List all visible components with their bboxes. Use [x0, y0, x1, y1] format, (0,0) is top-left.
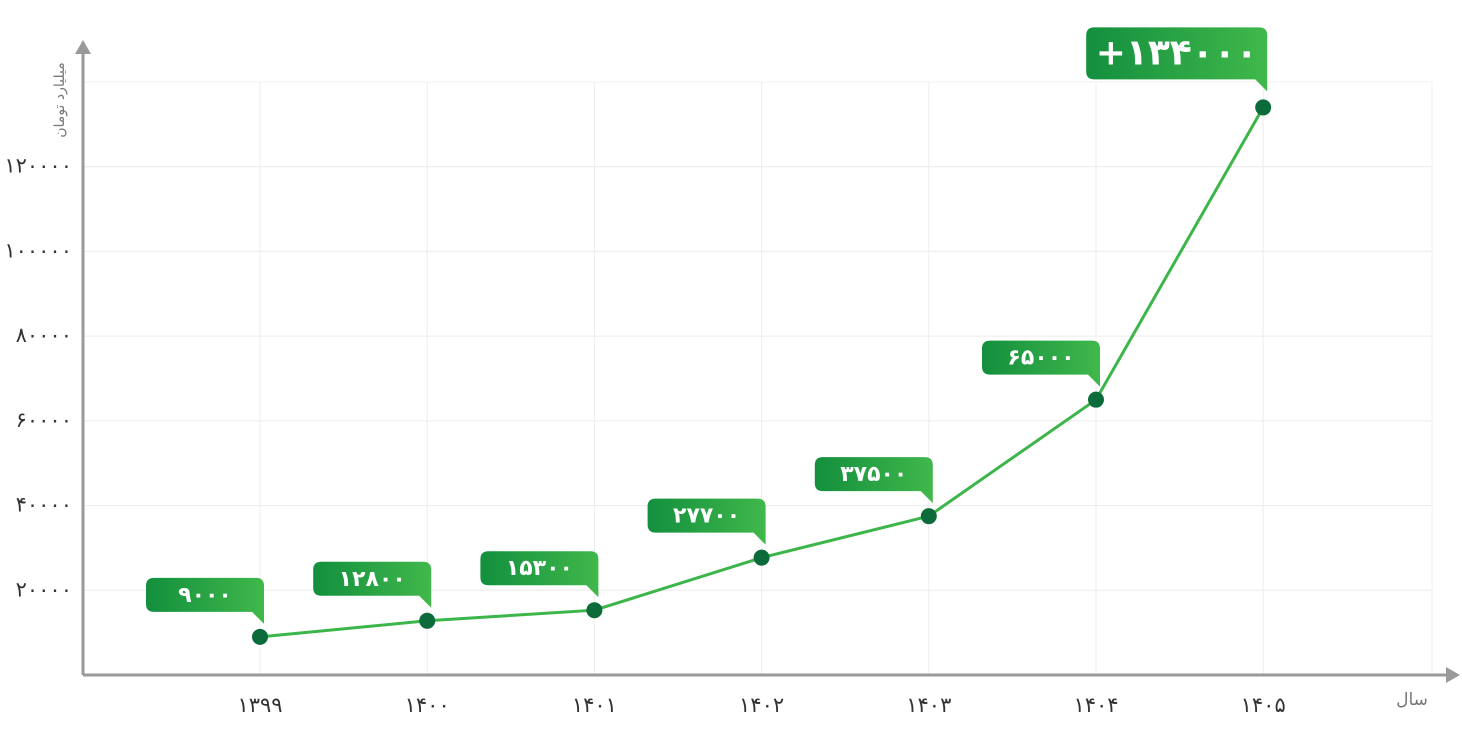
data-label: ۳۷۵۰۰	[840, 462, 907, 487]
callout	[480, 551, 599, 598]
y-tick-label: ۸۰۰۰۰	[16, 323, 72, 347]
data-label: ۱۲۸۰۰	[339, 567, 406, 592]
data-label: ۱۵۳۰۰	[506, 556, 573, 581]
data-label: ۹۰۰۰	[178, 583, 232, 608]
x-tick-label: ۱۴۰۵	[1241, 693, 1286, 717]
data-label: ۶۵۰۰۰	[1007, 346, 1074, 371]
callout	[982, 340, 1100, 387]
y-tick-label: ۱۰۰۰۰۰	[4, 238, 72, 262]
y-tick-label: ۱۲۰۰۰۰	[4, 154, 72, 178]
callout	[1086, 27, 1268, 92]
point	[586, 602, 603, 619]
point	[252, 628, 268, 645]
y-tick-label: ۴۰۰۰۰	[16, 493, 72, 517]
y-tick-label: ۶۰۰۰۰	[16, 408, 72, 432]
y-axis-label: میلیارد تومان	[52, 62, 68, 137]
y-axis-arrow	[75, 40, 91, 54]
point	[1255, 99, 1272, 116]
callout	[313, 561, 432, 608]
x-tick-label: ۱۴۰۲	[739, 693, 784, 717]
point	[753, 549, 770, 566]
point	[419, 612, 436, 629]
data-label: ۲۷۷۰۰	[673, 504, 740, 529]
callout	[647, 498, 766, 545]
x-axis-label: سال	[1396, 690, 1428, 710]
x-axis-arrow	[1446, 667, 1460, 683]
point	[920, 508, 937, 525]
x-tick-label: ۱۳۹۹	[237, 693, 282, 717]
point	[1088, 391, 1104, 408]
x-tick-label: ۱۴۰۱	[572, 693, 617, 717]
x-tick-label: ۱۴۰۰	[405, 693, 450, 717]
x-tick-label: ۱۴۰۳	[906, 693, 951, 717]
x-tick-label: ۱۴۰۴	[1073, 693, 1118, 717]
plot-area	[82, 81, 1433, 676]
callout	[814, 457, 933, 504]
y-tick-label: ۲۰۰۰۰	[16, 577, 72, 601]
callout	[146, 577, 264, 624]
data-label: +۱۳۴۰۰۰	[1096, 32, 1258, 73]
